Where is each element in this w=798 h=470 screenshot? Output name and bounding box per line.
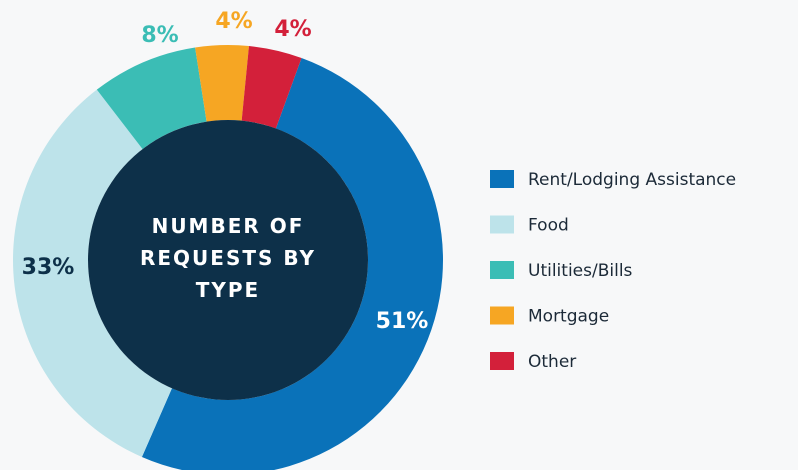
legend-swatch	[490, 261, 514, 279]
value-label: 33%	[22, 255, 75, 280]
legend-swatch	[490, 306, 514, 325]
legend-label: Rent/Lodging Assistance	[528, 170, 736, 190]
slice	[241, 46, 302, 129]
legend-swatch	[490, 170, 514, 188]
value-label: 8%	[141, 23, 178, 48]
legend-label: Food	[528, 216, 569, 236]
legend-swatch	[490, 352, 514, 370]
legend-label: Utilities/Bills	[528, 261, 633, 281]
value-label: 4%	[274, 17, 311, 42]
donut-hole	[88, 120, 368, 400]
legend-label: Other	[528, 352, 576, 372]
slice	[96, 47, 207, 150]
slice	[141, 57, 443, 470]
value-label: 51%	[376, 309, 429, 334]
value-label: 4%	[215, 9, 252, 34]
chart-title: NUMBER OF REQUESTS BY TYPE	[139, 214, 316, 302]
slice	[13, 89, 172, 458]
legend-swatch	[490, 215, 514, 234]
slice	[195, 45, 249, 122]
legend-label: Mortgage	[528, 307, 609, 327]
